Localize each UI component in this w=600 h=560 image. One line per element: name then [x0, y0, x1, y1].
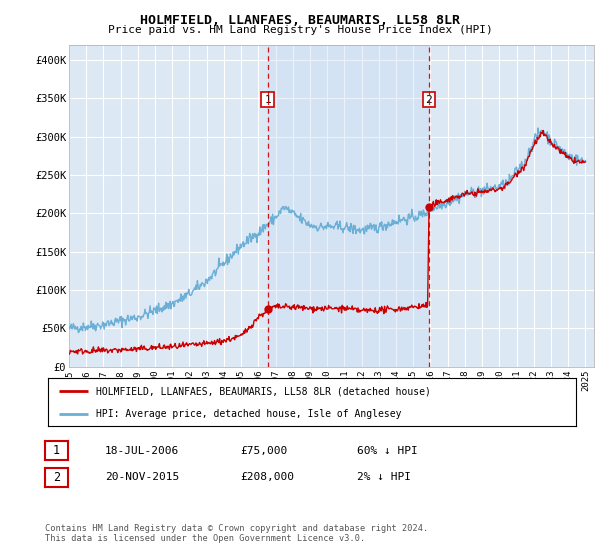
Text: HPI: Average price, detached house, Isle of Anglesey: HPI: Average price, detached house, Isle… — [95, 409, 401, 419]
Bar — [268, 45, 429, 367]
Text: 60% ↓ HPI: 60% ↓ HPI — [357, 446, 418, 456]
Text: 2: 2 — [53, 470, 60, 484]
Text: HOLMFIELD, LLANFAES, BEAUMARIS, LL58 8LR (detached house): HOLMFIELD, LLANFAES, BEAUMARIS, LL58 8LR… — [95, 386, 430, 396]
Text: 2: 2 — [425, 95, 432, 105]
Text: 20-NOV-2015: 20-NOV-2015 — [105, 472, 179, 482]
Text: 1: 1 — [264, 95, 271, 105]
Text: 18-JUL-2006: 18-JUL-2006 — [105, 446, 179, 456]
Text: £75,000: £75,000 — [240, 446, 287, 456]
Text: Price paid vs. HM Land Registry's House Price Index (HPI): Price paid vs. HM Land Registry's House … — [107, 25, 493, 35]
Text: HOLMFIELD, LLANFAES, BEAUMARIS, LL58 8LR: HOLMFIELD, LLANFAES, BEAUMARIS, LL58 8LR — [140, 14, 460, 27]
Text: 1: 1 — [53, 444, 60, 458]
Text: 2% ↓ HPI: 2% ↓ HPI — [357, 472, 411, 482]
Text: Contains HM Land Registry data © Crown copyright and database right 2024.
This d: Contains HM Land Registry data © Crown c… — [45, 524, 428, 543]
Text: £208,000: £208,000 — [240, 472, 294, 482]
